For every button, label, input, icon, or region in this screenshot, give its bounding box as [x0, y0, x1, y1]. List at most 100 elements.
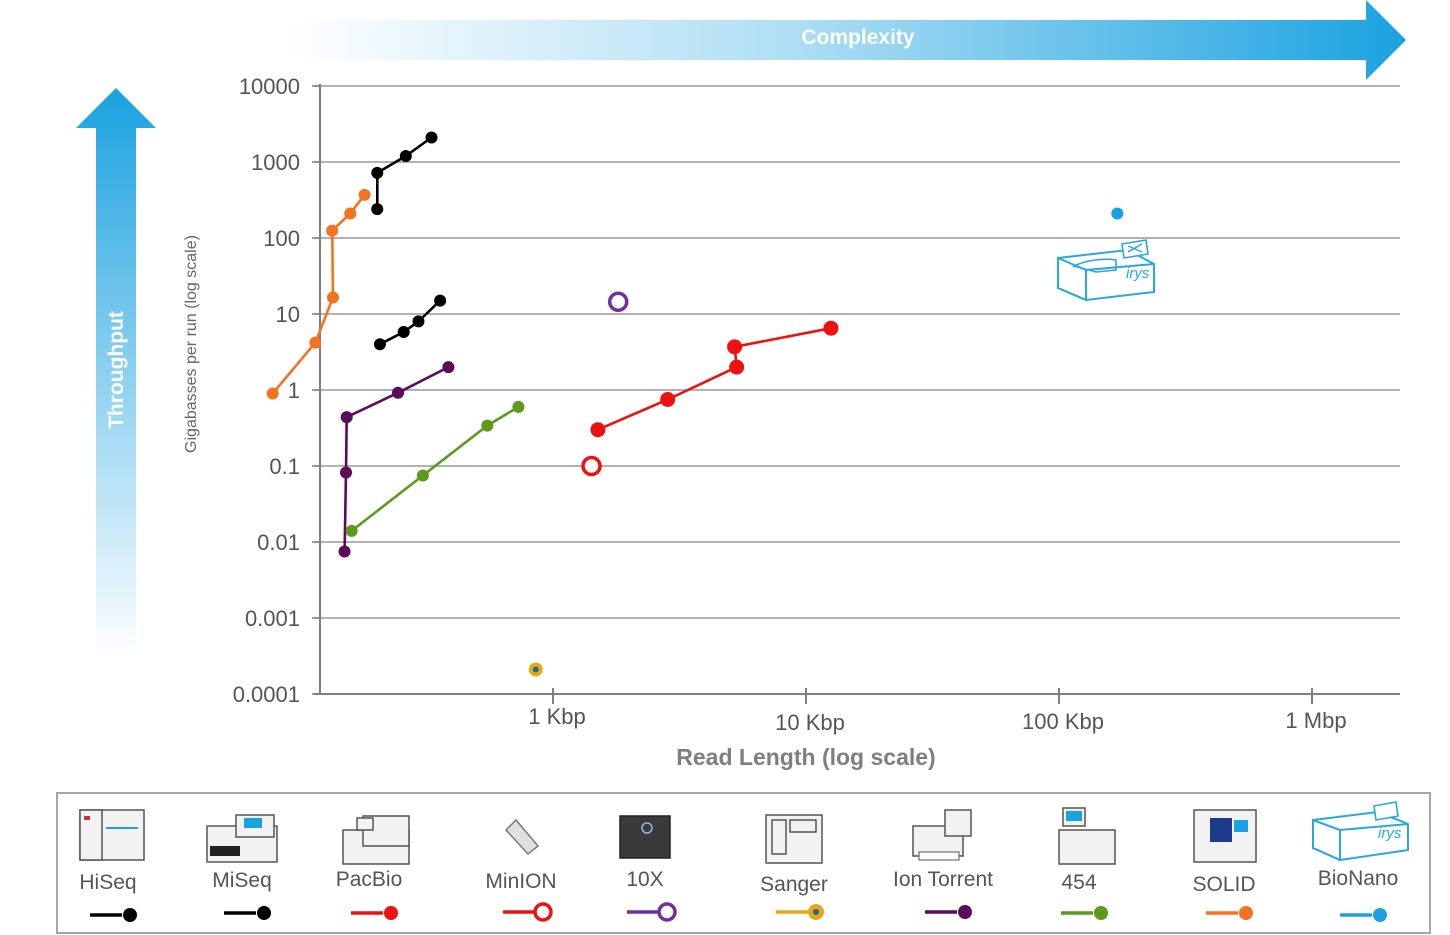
legend: HiSeq MiSeq PacBio MinION 10X Sanger Ion Torre… [79, 801, 1409, 922]
legend-item-fourfivefour: 454 [1058, 807, 1116, 920]
irys-instrument-icon: irys [1057, 239, 1155, 302]
legend-swatch-marker-solid [1239, 906, 1253, 920]
data-point-fourfivefour [512, 400, 525, 413]
data-point-miseq [434, 294, 447, 307]
series-line-solid [271, 194, 366, 395]
legend-label-iontorrent: Ion Torrent [893, 868, 993, 891]
legend-swatch-marker-minion [533, 902, 553, 922]
complexity-label: Complexity [801, 26, 915, 49]
legend-swatch-marker-sanger [808, 904, 824, 920]
legend-item-bionano: irys BioNano [1312, 801, 1409, 922]
data-point-pacbio [823, 320, 839, 336]
legend-label-minion: MinION [485, 870, 556, 893]
data-series [266, 131, 1124, 677]
data-point-miseq [397, 325, 410, 338]
legend-item-pacbio: PacBio [336, 815, 410, 920]
y-tick-label: 0.01 [257, 530, 300, 555]
data-point-sanger [528, 662, 543, 677]
series-line-hiseq [375, 136, 433, 210]
irys-brand-text: irys [1126, 265, 1150, 282]
y-tick-label: 0.0001 [233, 682, 300, 707]
series-line-fourfivefour [350, 405, 520, 532]
sanger-instrument-icon [765, 814, 823, 864]
pacbio-instrument-icon [342, 815, 410, 865]
data-point-hiseq [425, 131, 438, 144]
iontorrent-instrument-icon [912, 809, 972, 861]
series-bionano [1111, 207, 1124, 220]
y-tick-label: 1 [288, 378, 300, 403]
data-point-iontorrent [340, 411, 353, 424]
miseq-instrument-icon [206, 814, 278, 863]
legend-item-hiseq: HiSeq [79, 809, 145, 922]
data-point-tenx [607, 291, 629, 312]
x-tick-label: 1 Kbp [528, 704, 586, 729]
legend-swatch-marker-tenx [657, 902, 677, 922]
data-point-solid [266, 387, 279, 400]
data-point-hiseq [371, 203, 384, 216]
series-solid [266, 188, 371, 400]
legend-item-miseq: MiSeq [206, 814, 278, 920]
y-tick-label: 100 [263, 226, 300, 251]
series-tenx [607, 291, 629, 312]
legend-label-tenx: 10X [626, 868, 663, 891]
minion-instrument-icon [504, 818, 540, 856]
legend-item-tenx: 10X [619, 815, 677, 922]
series-minion [581, 455, 602, 477]
y-tick-label: 10000 [239, 74, 300, 99]
data-point-fourfivefour [481, 419, 494, 432]
legend-swatch-marker-pacbio [384, 906, 398, 920]
legend-item-sanger: Sanger [760, 814, 828, 920]
data-point-hiseq [371, 166, 384, 179]
data-point-sanger-inner [532, 666, 539, 673]
series-line-miseq [379, 299, 442, 346]
data-point-pacbio [590, 422, 606, 438]
y-tick-label: 0.001 [245, 606, 300, 631]
fourfivefour-instrument-icon [1058, 807, 1116, 865]
legend-swatch-marker-fourfivefour [1094, 906, 1108, 920]
data-point-pacbio [729, 359, 745, 375]
legend-item-solid: SOLID [1192, 809, 1257, 920]
hiseq-instrument-icon [79, 809, 145, 861]
series-line-pacbio [597, 326, 832, 431]
data-point-iontorrent [442, 361, 455, 374]
grid [314, 85, 1400, 619]
data-point-hiseq [399, 149, 412, 162]
data-point-bionano [1111, 207, 1124, 220]
data-point-pacbio [660, 391, 676, 407]
series-pacbio [590, 320, 839, 438]
data-point-miseq [412, 315, 425, 328]
data-point-iontorrent [340, 466, 353, 479]
solid-instrument-icon [1193, 809, 1257, 863]
data-point-minion [581, 455, 602, 477]
data-point-solid [344, 207, 357, 220]
x-tick-labels: 1 Kbp 10 Kbp 100 Kbp 1 Mbp [528, 688, 1347, 735]
data-point-solid [358, 188, 371, 201]
x-tick-label: 10 Kbp [775, 710, 845, 735]
legend-label-solid: SOLID [1192, 873, 1255, 896]
data-point-fourfivefour [416, 469, 429, 482]
legend-label-bionano: BioNano [1318, 867, 1399, 890]
series-iontorrent [338, 361, 455, 558]
series-sanger [528, 662, 543, 677]
data-point-solid [326, 291, 339, 304]
data-point-pacbio [727, 339, 743, 355]
y-tick-label: 10 [276, 302, 300, 327]
y-axis-label: Gigabasses per run (log scale) [183, 235, 200, 453]
legend-label-miseq: MiSeq [212, 869, 272, 892]
data-point-iontorrent [338, 545, 351, 558]
legend-label-fourfivefour: 454 [1061, 871, 1096, 894]
data-point-iontorrent [392, 386, 405, 399]
legend-label-pacbio: PacBio [336, 868, 403, 891]
x-axis-label: Read Length (log scale) [676, 744, 935, 770]
x-tick-label: 1 Mbp [1285, 708, 1346, 733]
y-tick-label: 1000 [251, 150, 300, 175]
legend-swatch-marker-iontorrent [958, 905, 972, 919]
x-tick-label: 100 Kbp [1022, 709, 1104, 734]
legend-item-iontorrent: Ion Torrent [893, 809, 993, 919]
legend-item-minion: MinION [485, 818, 557, 922]
tenx-instrument-icon [619, 815, 671, 859]
data-point-solid [326, 224, 339, 237]
legend-label-hiseq: HiSeq [79, 871, 136, 894]
data-point-miseq [373, 338, 386, 351]
